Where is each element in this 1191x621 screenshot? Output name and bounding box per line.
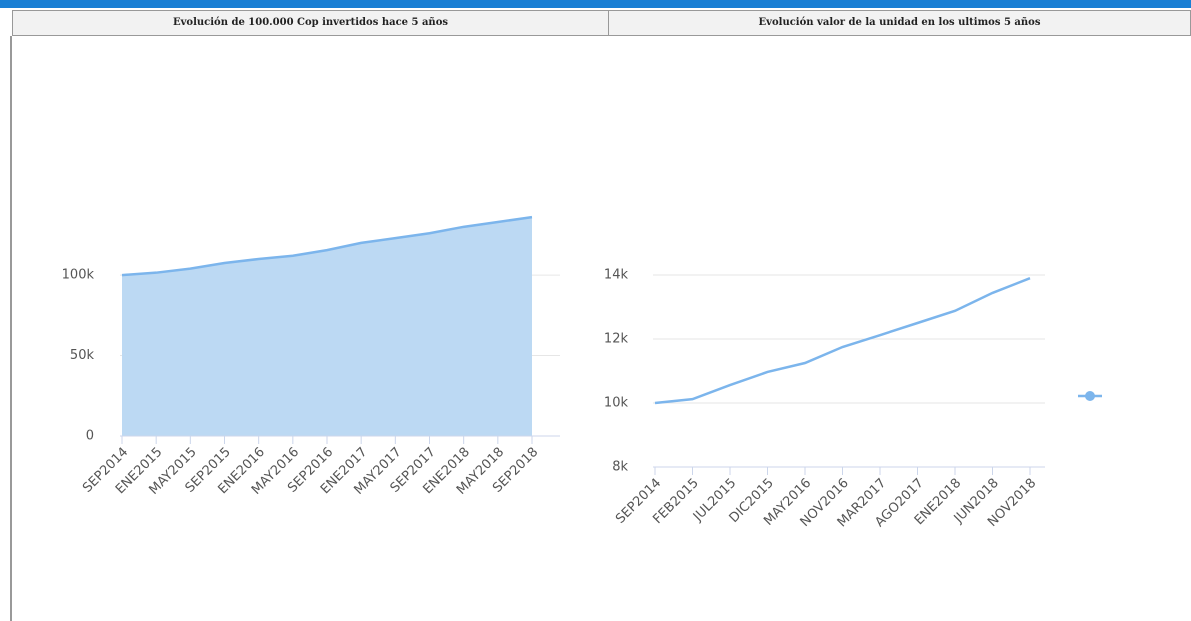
y-tick-label: 12k xyxy=(604,332,629,347)
y-tick-label: 100k xyxy=(62,268,95,283)
y-tick-label: 14k xyxy=(604,268,629,283)
top-bar xyxy=(0,0,1191,8)
y-tick-label: 50k xyxy=(70,348,95,363)
line xyxy=(121,215,533,277)
area xyxy=(122,217,532,436)
y-tick-label: 8k xyxy=(612,460,628,475)
plot xyxy=(121,215,533,436)
legend-marker xyxy=(1085,391,1095,401)
panel-header: Evolución de 100.000 Cop invertidos hace… xyxy=(12,10,609,36)
y-tick-label: 0 xyxy=(86,429,94,444)
plot xyxy=(654,277,1031,405)
line xyxy=(654,277,1031,405)
y-tick-label: 10k xyxy=(604,396,629,411)
panel-header: Evolución valor de la unidad en los ulti… xyxy=(608,10,1191,36)
border xyxy=(10,36,12,621)
